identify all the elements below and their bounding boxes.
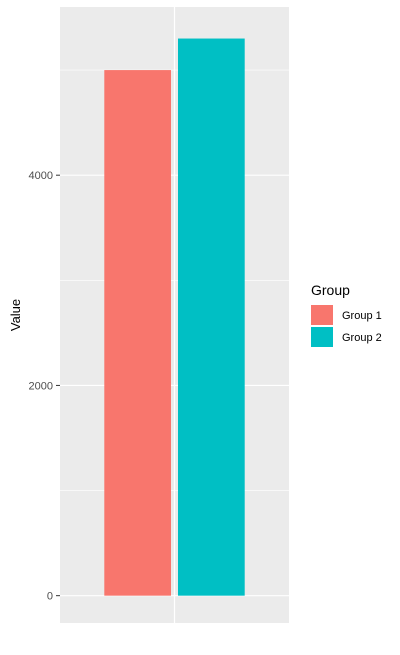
bar-2 xyxy=(178,38,245,596)
y-tick-label: 0 xyxy=(47,591,53,603)
legend: Group Group 1 Group 2 xyxy=(311,282,382,347)
y-tick-label: 2000 xyxy=(29,380,53,392)
y-axis-title: Value xyxy=(8,299,23,331)
y-axis: 0 2000 4000 xyxy=(29,170,60,603)
legend-key-1 xyxy=(311,305,333,325)
bars xyxy=(104,38,245,596)
legend-title: Group xyxy=(311,282,350,298)
bar-1 xyxy=(104,70,171,596)
legend-key-2 xyxy=(311,327,333,347)
y-tick-label: 4000 xyxy=(29,170,53,182)
major-gridlines xyxy=(60,7,289,623)
legend-label-1: Group 1 xyxy=(342,310,382,322)
legend-label-2: Group 2 xyxy=(342,332,382,344)
